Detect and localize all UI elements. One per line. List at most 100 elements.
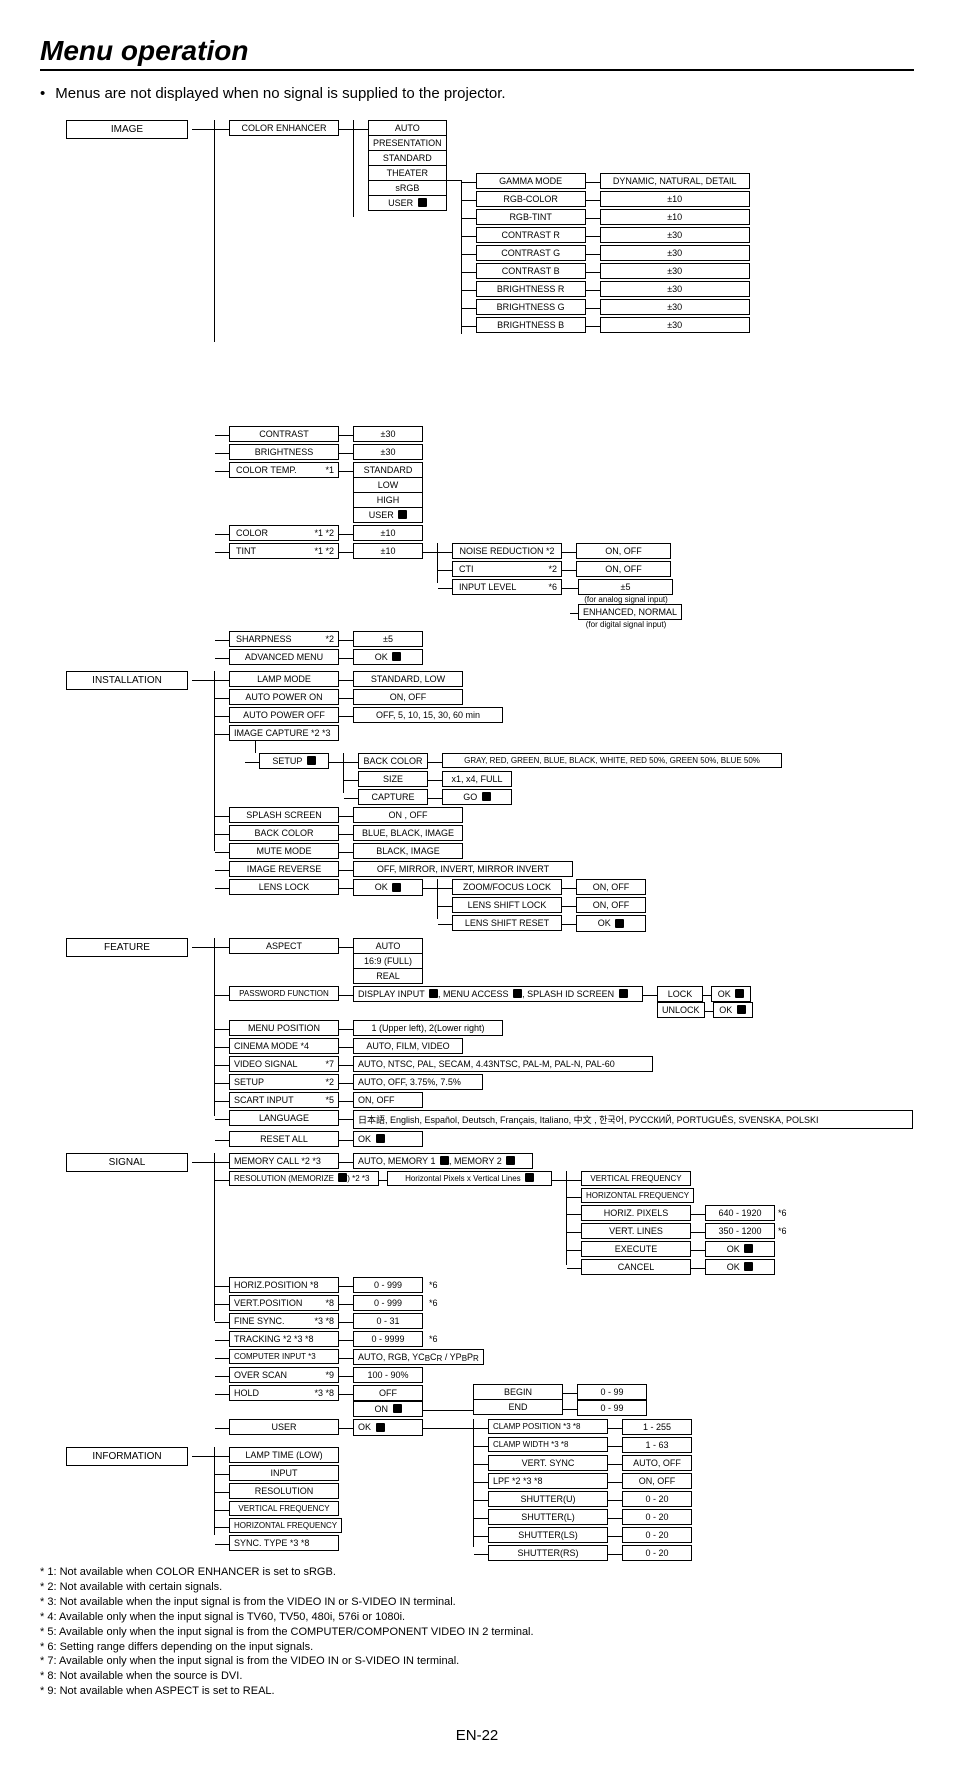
box-auto: AUTO — [368, 120, 447, 136]
val-compinput: AUTO, RGB, YCBCR / YPBPR — [353, 1349, 484, 1365]
ce-items: AUTO PRESENTATION STANDARD THEATER sRGB … — [354, 120, 750, 334]
enter-icon — [744, 1244, 753, 1253]
box-sharpness: SHARPNESS*2 — [229, 631, 339, 647]
image-branch: COLOR ENHANCER AUTO PRESENTATION STANDAR… — [214, 120, 750, 665]
footnote-9: * 9: Not available when ASPECT is set to… — [40, 1684, 914, 1699]
footnote-5: * 5: Available only when the input signa… — [40, 1625, 914, 1640]
val-ok: OK — [353, 649, 423, 665]
footnote-4: * 4: Available only when the input signa… — [40, 1610, 914, 1625]
menu-tree: IMAGE COLOR ENHANCER AUTO PRESENTATION — [66, 120, 914, 1551]
box-user: USER — [368, 196, 447, 211]
box-lpf: LPF *2 *3 *8 — [488, 1473, 608, 1489]
enter-icon — [744, 1262, 753, 1271]
box-tint: TINT*1 *2 — [229, 543, 339, 559]
box-aspect-full: 16:9 (FULL) — [353, 954, 423, 969]
enter-icon — [525, 1173, 534, 1182]
box-horizpos: HORIZ.POSITION *8 — [229, 1277, 339, 1293]
box-back2: BACK COLOR — [229, 825, 339, 841]
val-cw: 1 - 63 — [622, 1437, 692, 1453]
box-vertpos: VERT.POSITION*8 — [229, 1295, 339, 1311]
enter-icon — [392, 883, 401, 892]
box-lampmode: LAMP MODE — [229, 671, 339, 687]
val-br: ±30 — [600, 281, 750, 297]
box-vs: VERT. SYNC — [488, 1455, 608, 1471]
val-exec: OK — [705, 1241, 775, 1257]
row-colortemp: COLOR TEMP.*1 STANDARD LOW HIGH USER — [215, 462, 750, 523]
box-zf: ZOOM/FOCUS LOCK — [452, 879, 562, 895]
val-il: ±5 — [578, 579, 673, 595]
val-size: x1, x4, FULL — [442, 771, 512, 787]
installation-group: INSTALLATION LAMP MODESTANDARD, LOW AUTO… — [66, 671, 914, 931]
enter-icon — [398, 510, 407, 519]
val-rev: OFF, MIRROR, INVERT, MIRROR INVERT — [353, 861, 573, 877]
box-aspect-real: REAL — [353, 969, 423, 984]
box-memory: MEMORY CALL *2 *3 — [229, 1153, 339, 1169]
val-ls: ON, OFF — [576, 897, 646, 913]
val-cinema: AUTO, FILM, VIDEO — [353, 1038, 463, 1054]
box-shutter-l: SHUTTER(L) — [488, 1509, 608, 1525]
val-pw: DISPLAY INPUT , MENU ACCESS , SPLASH ID … — [353, 986, 643, 1002]
enter-icon — [307, 756, 316, 765]
box-hold: HOLD*3 *8 — [229, 1385, 339, 1401]
val-vertpos: 0 - 999 — [353, 1295, 423, 1311]
val-apoff: OFF, 5, 10, 15, 30, 60 min — [353, 707, 503, 723]
footnote-2: * 2: Not available with certain signals. — [40, 1580, 914, 1595]
box-reset: RESET ALL — [229, 1131, 339, 1147]
row-tint: TINT*1 *2±10 NOISE REDUCTION *2ON, OFF C… — [215, 543, 750, 629]
note-horizpos: *6 — [429, 1280, 438, 1290]
aspect-stack: AUTO 16:9 (FULL) REAL — [353, 938, 423, 984]
val-user: OK — [353, 1419, 423, 1435]
box-cg: CONTRAST G — [476, 245, 586, 261]
box-cti: CTI*2 — [452, 561, 562, 577]
footnotes: * 1: Not available when COLOR ENHANCER i… — [40, 1565, 914, 1699]
enter-icon — [615, 919, 624, 928]
val-rgbtint: ±10 — [600, 209, 750, 225]
enter-icon — [376, 1134, 385, 1143]
box-apoff: AUTO POWER OFF — [229, 707, 339, 723]
box-theater: THEATER — [368, 166, 447, 181]
val-nr: ON, OFF — [576, 543, 671, 559]
box-unlock: UNLOCK — [657, 1002, 705, 1018]
box-hf: HORIZONTAL FREQUENCY — [581, 1188, 694, 1203]
val-cb: ±30 — [600, 263, 750, 279]
box-srgb: sRGB — [368, 181, 447, 196]
val-lsr: OK — [576, 915, 646, 931]
box-overscan: OVER SCAN*9 — [229, 1367, 339, 1383]
val-vs: AUTO, OFF — [622, 1455, 692, 1471]
box-gamma: GAMMA MODE — [476, 173, 586, 189]
enter-icon — [376, 1423, 385, 1432]
box-finesync: FINE SYNC.*3 *8 — [229, 1313, 339, 1329]
val-sls: 0 - 20 — [622, 1527, 692, 1543]
val-scart: ON, OFF — [353, 1092, 423, 1108]
val-su: 0 - 20 — [622, 1491, 692, 1507]
box-tracking: TRACKING *2 *3 *8 — [229, 1331, 339, 1347]
box-il: INPUT LEVEL*6 — [452, 579, 562, 595]
row-advanced: ADVANCED MENUOK — [215, 649, 750, 665]
box-input: INPUT — [229, 1465, 339, 1481]
root-feature: FEATURE — [66, 938, 188, 957]
box-compinput: COMPUTER INPUT *3 — [229, 1349, 339, 1364]
val-go: GO — [442, 789, 512, 805]
row-contrast: CONTRAST±30 — [215, 426, 750, 442]
box-brightness: BRIGHTNESS — [229, 444, 339, 460]
box-shutter-u: SHUTTER(U) — [488, 1491, 608, 1507]
enter-icon — [393, 1404, 402, 1413]
val-splash: ON , OFF — [353, 807, 463, 823]
enter-icon — [440, 1156, 449, 1165]
adv-branch: NOISE REDUCTION *2ON, OFF CTI*2ON, OFF I… — [437, 543, 682, 629]
box-presentation: PRESENTATION — [368, 136, 447, 151]
val-cp: 1 - 255 — [622, 1419, 692, 1435]
box-ct-low: LOW — [353, 478, 423, 493]
footnote-1: * 1: Not available when COLOR ENHANCER i… — [40, 1565, 914, 1580]
box-lsr: LENS SHIFT RESET — [452, 915, 562, 931]
box-mute: MUTE MODE — [229, 843, 339, 859]
box-imgcap: IMAGE CAPTURE *2 *3 — [229, 725, 339, 741]
footnote-6: * 6: Setting range differs depending on … — [40, 1640, 914, 1655]
user-sub-branch: GAMMA MODEDYNAMIC, NATURAL, DETAIL RGB-C… — [461, 120, 750, 334]
val-cg: ±30 — [600, 245, 750, 261]
ce-branch: AUTO PRESENTATION STANDARD THEATER sRGB … — [353, 120, 750, 334]
box-nr: NOISE REDUCTION *2 — [452, 543, 562, 559]
note-analog: (for analog signal input) — [570, 595, 682, 604]
image-group: IMAGE COLOR ENHANCER AUTO PRESENTATION — [66, 120, 914, 665]
box-shutter-ls: SHUTTER(LS) — [488, 1527, 608, 1543]
